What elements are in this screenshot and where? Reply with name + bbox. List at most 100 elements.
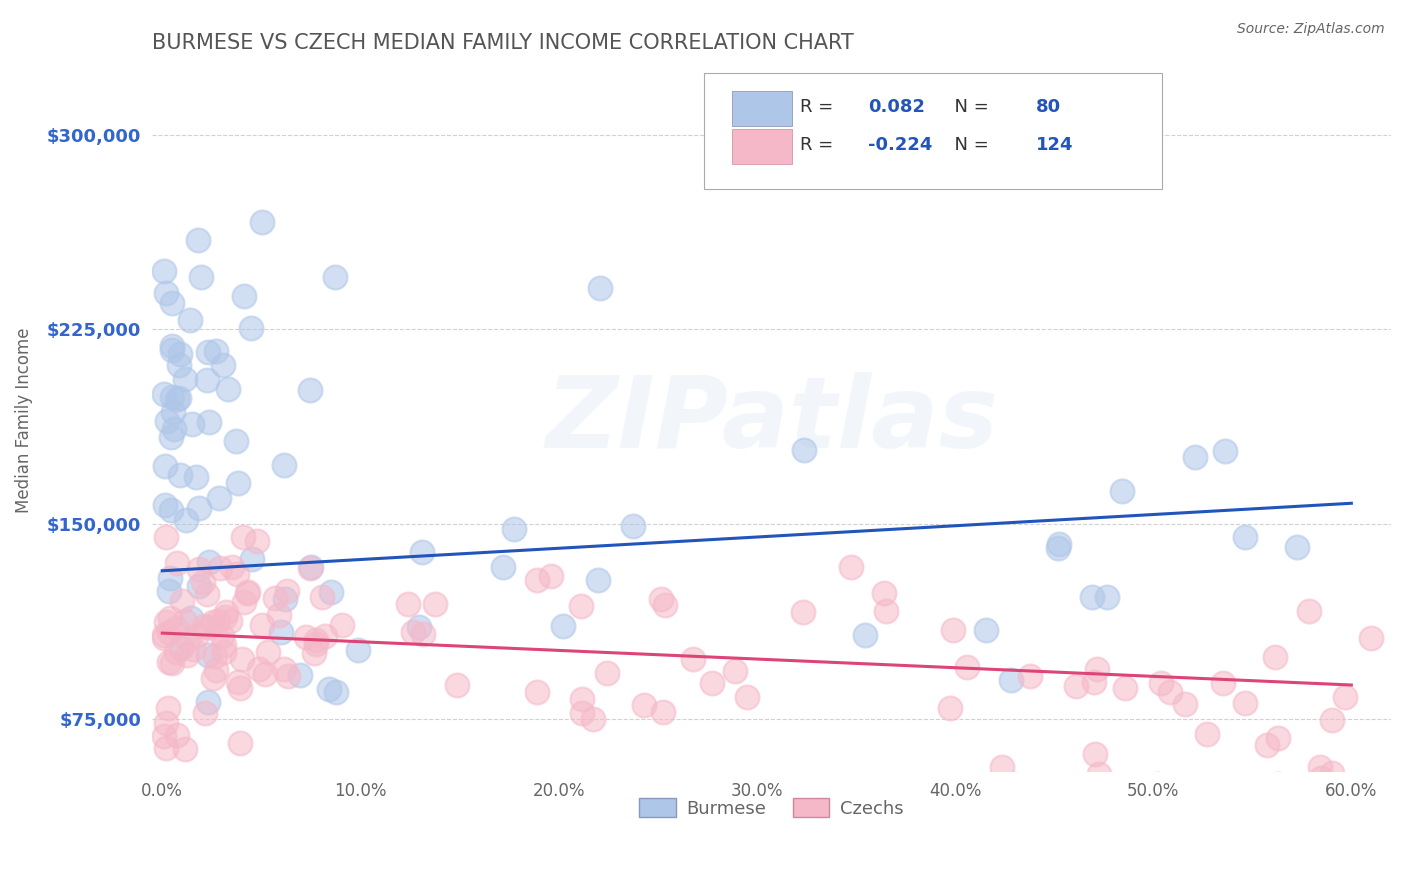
Point <box>1088 767 1111 781</box>
Point <box>652 706 675 720</box>
Point <box>214 610 236 624</box>
Point <box>1111 484 1133 499</box>
Point <box>228 475 250 490</box>
Point <box>159 611 181 625</box>
Point <box>207 615 229 629</box>
Point <box>169 468 191 483</box>
Point <box>156 414 179 428</box>
Point <box>166 728 188 742</box>
Point <box>188 562 211 576</box>
Point <box>311 591 333 605</box>
Point <box>277 669 299 683</box>
Point <box>411 544 433 558</box>
Text: N =: N = <box>942 136 994 154</box>
Point <box>221 560 243 574</box>
Point <box>873 586 896 600</box>
Point <box>526 684 548 698</box>
Point <box>159 430 181 444</box>
Point <box>232 595 254 609</box>
Point <box>186 628 208 642</box>
Point <box>194 706 217 720</box>
Point <box>226 566 249 581</box>
Point <box>155 459 177 474</box>
Point <box>990 760 1012 774</box>
Point <box>1159 684 1181 698</box>
Point <box>195 373 218 387</box>
Point <box>181 417 204 431</box>
Point <box>396 597 419 611</box>
Point <box>314 630 336 644</box>
Point <box>1081 590 1104 604</box>
Point <box>1320 714 1343 728</box>
Point <box>1146 777 1168 791</box>
Point <box>211 629 233 643</box>
Point <box>526 573 548 587</box>
Point <box>225 434 247 449</box>
Point <box>1360 632 1382 646</box>
Point <box>170 594 193 608</box>
Point <box>163 422 186 436</box>
Point <box>239 321 262 335</box>
Point <box>305 633 328 648</box>
Point <box>186 470 208 484</box>
Point <box>153 263 176 277</box>
Point <box>157 656 180 670</box>
Point <box>551 619 574 633</box>
Point <box>205 344 228 359</box>
Point <box>347 642 370 657</box>
Point <box>956 660 979 674</box>
Point <box>325 685 347 699</box>
Point <box>208 491 231 505</box>
FancyBboxPatch shape <box>733 129 792 164</box>
Point <box>174 371 197 385</box>
Point <box>169 391 191 405</box>
Point <box>204 648 226 663</box>
Point <box>212 358 235 372</box>
Point <box>1234 696 1257 710</box>
Point <box>654 599 676 613</box>
Point <box>205 663 228 677</box>
Point <box>294 631 316 645</box>
Point <box>298 383 321 397</box>
Point <box>180 611 202 625</box>
Point <box>160 296 183 310</box>
Point <box>155 530 177 544</box>
Point <box>502 522 524 536</box>
Point <box>202 615 225 629</box>
Point <box>1195 726 1218 740</box>
Point <box>1267 731 1289 745</box>
Point <box>257 645 280 659</box>
Point <box>153 628 176 642</box>
Text: Source: ZipAtlas.com: Source: ZipAtlas.com <box>1237 22 1385 37</box>
Point <box>319 584 342 599</box>
Text: R =: R = <box>800 98 839 116</box>
Point <box>169 347 191 361</box>
Point <box>540 569 562 583</box>
Point <box>176 648 198 662</box>
Point <box>318 681 340 696</box>
Point <box>273 662 295 676</box>
Point <box>1267 777 1289 791</box>
Point <box>162 343 184 357</box>
Point <box>215 605 238 619</box>
Point <box>299 560 322 574</box>
Point <box>1114 681 1136 696</box>
Point <box>174 741 197 756</box>
Point <box>253 666 276 681</box>
Point <box>197 620 219 634</box>
Point <box>153 498 176 512</box>
Point <box>174 513 197 527</box>
Point <box>332 618 354 632</box>
Point <box>621 519 644 533</box>
Point <box>166 392 188 406</box>
Point <box>190 269 212 284</box>
Point <box>571 692 593 706</box>
Point <box>188 579 211 593</box>
Point <box>155 285 177 300</box>
Point <box>1000 673 1022 687</box>
Point <box>1174 697 1197 711</box>
Point <box>423 597 446 611</box>
Point <box>1256 739 1278 753</box>
Point <box>724 664 747 678</box>
Text: N =: N = <box>942 98 994 116</box>
